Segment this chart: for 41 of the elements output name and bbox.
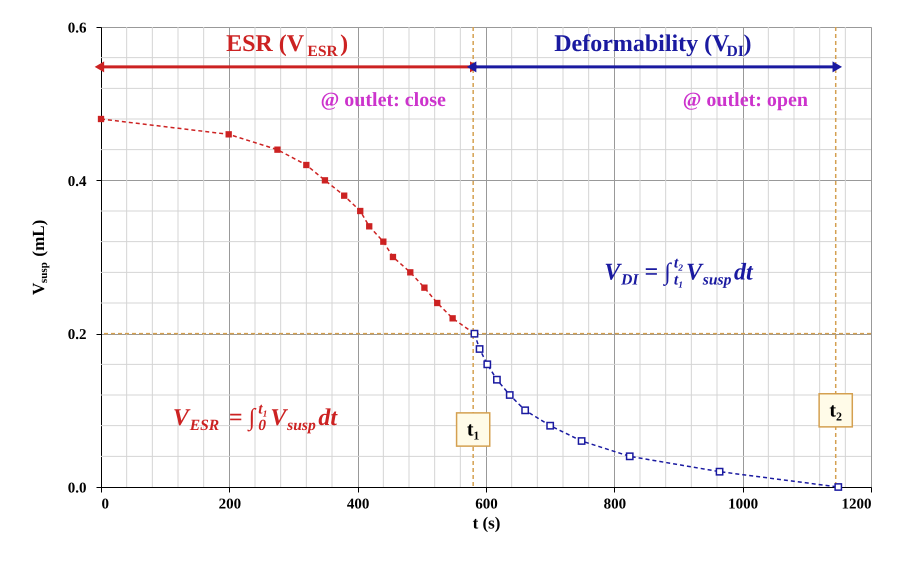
x-tick-label: 1000 (728, 496, 758, 512)
point (492, 376, 501, 384)
ref-line-label: t₂ (829, 399, 842, 422)
point (506, 391, 514, 399)
point (521, 406, 530, 414)
point (98, 116, 104, 122)
point (716, 468, 724, 476)
point (434, 300, 440, 306)
point (357, 208, 364, 214)
point (322, 177, 328, 184)
y-tick-label: 0.4 (68, 174, 87, 190)
point (626, 452, 634, 460)
x-tick-label: 800 (604, 496, 626, 512)
y-tick-label: 0.2 (68, 327, 86, 344)
x-tick-label: 0 (102, 496, 109, 512)
ref-line-label: t₁ (466, 418, 480, 440)
point (366, 223, 372, 230)
point (421, 284, 428, 291)
point (546, 422, 554, 430)
point (341, 192, 348, 199)
point (476, 345, 484, 353)
point (578, 437, 586, 445)
point (407, 269, 414, 276)
point (390, 254, 396, 260)
x-tick-label: 200 (218, 496, 242, 512)
point (449, 315, 456, 322)
annotation: @ outlet: open (682, 88, 808, 111)
point (274, 146, 281, 153)
x-tick-label: 400 (346, 496, 370, 512)
point (483, 360, 492, 368)
y-axis-title: Vsusp (mL) (29, 220, 50, 295)
point (380, 238, 386, 245)
point (303, 162, 310, 168)
y-tick-label: 0.6 (68, 20, 87, 36)
x-axis-title: t (s) (472, 514, 500, 532)
point (226, 131, 232, 138)
x-tick-label: 600 (475, 496, 498, 512)
y-tick-label: 0.0 (68, 480, 86, 496)
point (834, 483, 842, 491)
x-tick-label: 1200 (842, 496, 872, 512)
annotation: @ outlet: close (320, 88, 446, 111)
